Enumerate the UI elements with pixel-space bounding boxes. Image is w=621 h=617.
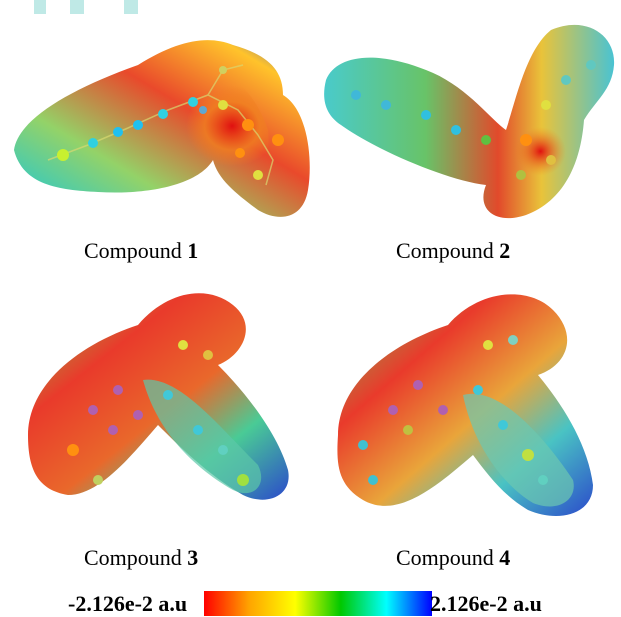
corner-mark xyxy=(124,0,138,14)
color-scale-bar xyxy=(204,591,432,616)
mep-surface-compound-3 xyxy=(18,285,298,510)
scale-max-label: 2.126e-2 a.u xyxy=(430,591,542,616)
mep-surface-compound-1 xyxy=(8,10,318,225)
caption-compound-1: Compound 1 xyxy=(84,238,199,263)
scale-min-label: -2.126e-2 a.u xyxy=(68,591,188,616)
corner-mark xyxy=(34,0,46,14)
corner-mark xyxy=(70,0,84,14)
mep-surface-compound-4 xyxy=(328,285,603,525)
caption-compound-3: Compound 3 xyxy=(84,545,199,570)
caption-compound-2: Compound 2 xyxy=(396,238,511,263)
mep-surface-compound-2 xyxy=(316,10,621,225)
caption-compound-4: Compound 4 xyxy=(396,545,511,570)
